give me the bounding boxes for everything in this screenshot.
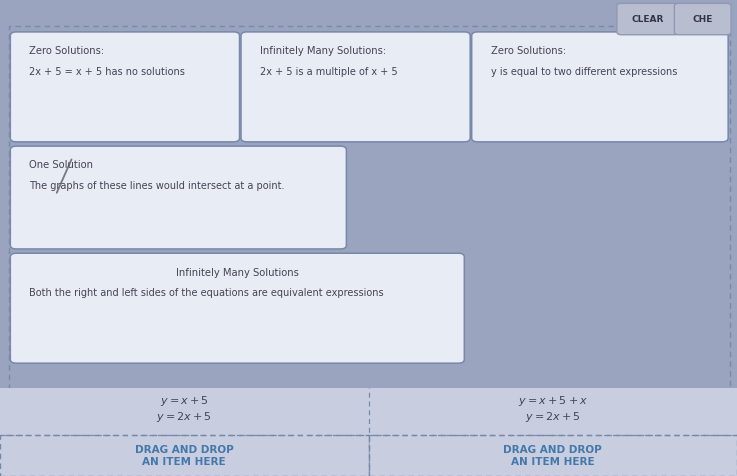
FancyBboxPatch shape [368, 436, 737, 476]
Text: $y=x+5$: $y=x+5$ [160, 394, 209, 408]
FancyBboxPatch shape [9, 26, 730, 433]
Text: Zero Solutions:: Zero Solutions: [29, 46, 105, 56]
FancyBboxPatch shape [241, 32, 470, 142]
Text: The graphs of these lines would intersect at a point.: The graphs of these lines would intersec… [29, 181, 285, 191]
Text: Both the right and left sides of the equations are equivalent expressions: Both the right and left sides of the equ… [29, 288, 384, 298]
Text: $y=2x+5$: $y=2x+5$ [156, 410, 212, 425]
Text: $y=2x+5$: $y=2x+5$ [525, 410, 581, 425]
Text: CLEAR: CLEAR [632, 15, 664, 23]
Text: DRAG AND DROP
AN ITEM HERE: DRAG AND DROP AN ITEM HERE [135, 445, 234, 466]
FancyBboxPatch shape [674, 3, 731, 35]
Text: DRAG AND DROP
AN ITEM HERE: DRAG AND DROP AN ITEM HERE [503, 445, 602, 466]
Text: Zero Solutions:: Zero Solutions: [491, 46, 566, 56]
FancyBboxPatch shape [472, 32, 728, 142]
FancyBboxPatch shape [0, 436, 368, 476]
Text: $y=x+5+x$: $y=x+5+x$ [517, 394, 588, 408]
FancyBboxPatch shape [10, 146, 346, 249]
Text: 2x + 5 is a multiple of x + 5: 2x + 5 is a multiple of x + 5 [260, 67, 398, 77]
Text: 2x + 5 = x + 5 has no solutions: 2x + 5 = x + 5 has no solutions [29, 67, 185, 77]
FancyBboxPatch shape [0, 388, 737, 476]
FancyBboxPatch shape [10, 32, 240, 142]
Text: CHE: CHE [693, 15, 713, 23]
FancyBboxPatch shape [617, 3, 679, 35]
Text: y is equal to two different expressions: y is equal to two different expressions [491, 67, 677, 77]
FancyBboxPatch shape [10, 253, 464, 363]
Text: Infinitely Many Solutions:: Infinitely Many Solutions: [260, 46, 386, 56]
Text: One Solution: One Solution [29, 160, 94, 170]
Text: Infinitely Many Solutions: Infinitely Many Solutions [176, 268, 298, 278]
